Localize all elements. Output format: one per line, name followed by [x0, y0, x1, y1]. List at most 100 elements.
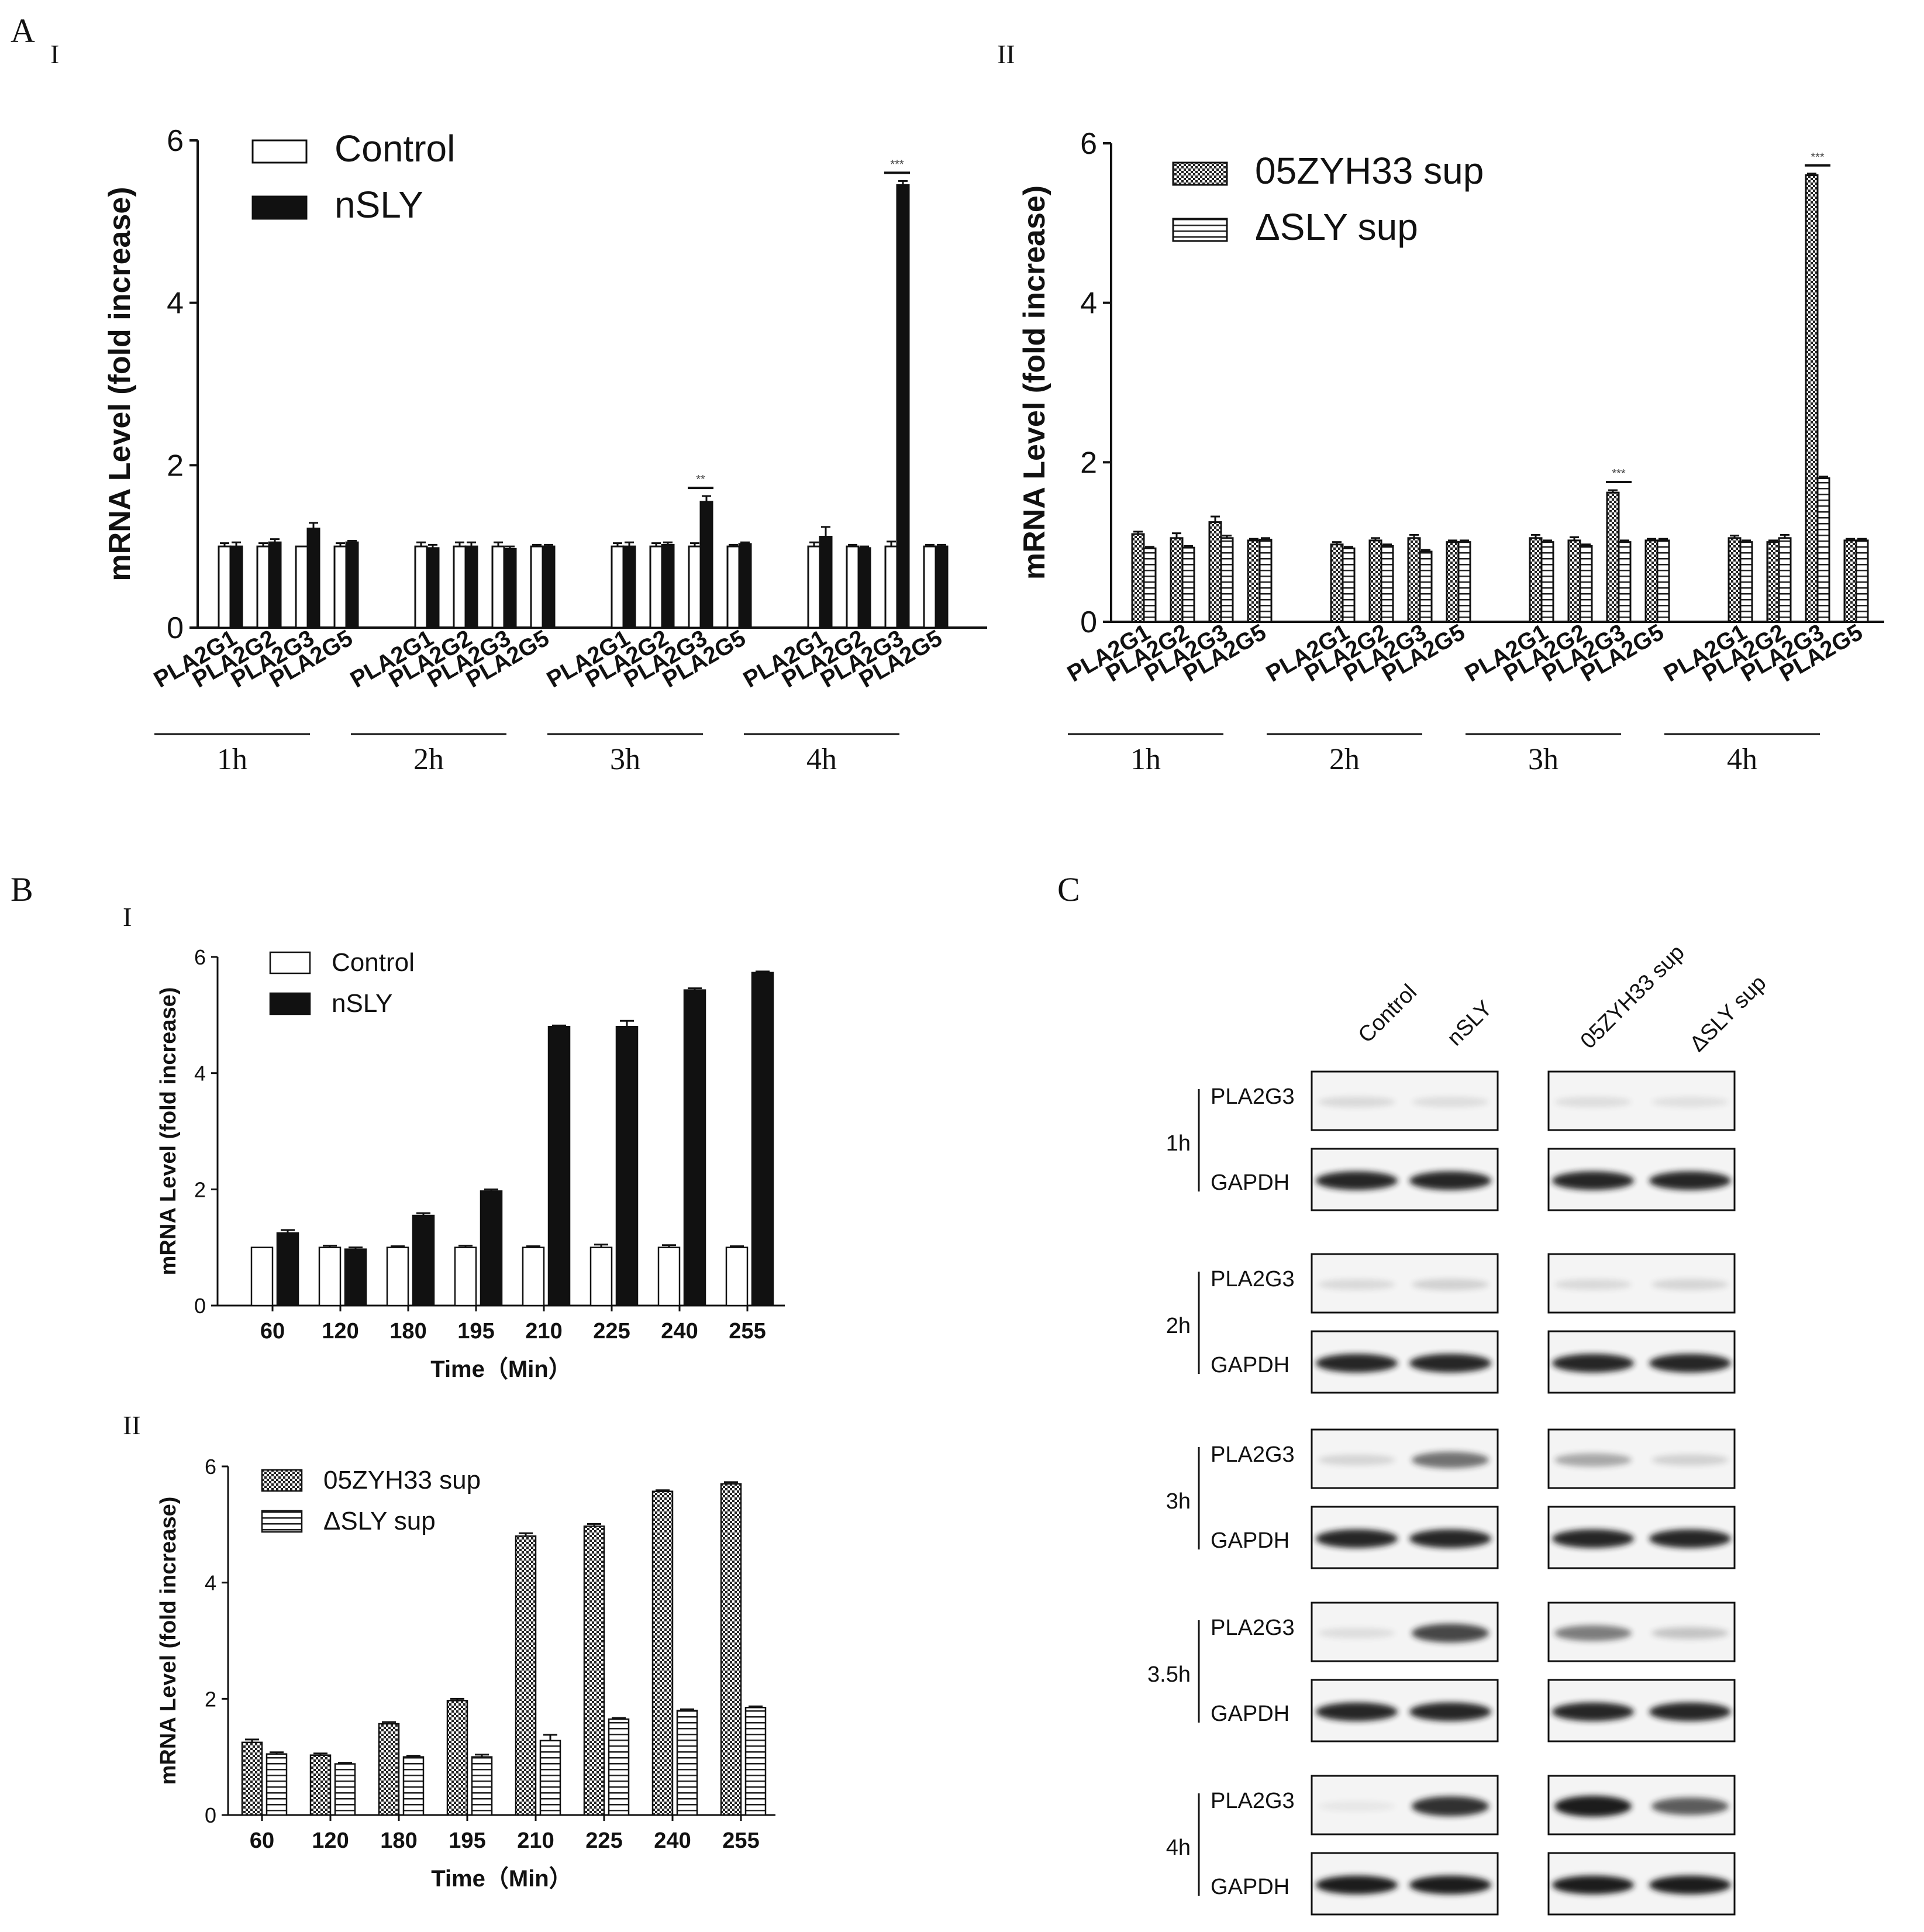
band-loading	[1552, 1529, 1634, 1548]
legend-label: nSLY	[332, 989, 392, 1018]
band-loading	[1316, 1171, 1398, 1190]
loading-label: GAPDH	[1211, 1875, 1289, 1899]
bar-black	[751, 972, 774, 1307]
bar-hstripe	[1579, 545, 1593, 623]
bar-black	[412, 1214, 435, 1307]
bar-hstripe	[1656, 539, 1670, 623]
legend-label: ΔSLY sup	[1255, 206, 1418, 248]
bar-check	[1330, 543, 1344, 623]
bar-hstripe	[1457, 541, 1471, 623]
bar-check	[1446, 541, 1460, 623]
band-loading	[1316, 1354, 1398, 1373]
time-label: 2h	[1166, 1314, 1191, 1338]
band-target	[1318, 1279, 1395, 1290]
x-tick-label: 225	[593, 1319, 630, 1344]
bar-white	[333, 545, 347, 629]
bar-check	[241, 1741, 263, 1816]
bar-check	[583, 1525, 605, 1816]
bar-white	[589, 1246, 613, 1307]
bar-black	[622, 545, 636, 629]
significance-stars: ***	[890, 158, 904, 171]
bar-white	[611, 545, 625, 629]
band-loading	[1649, 1875, 1731, 1895]
bar-check	[1529, 537, 1543, 623]
legend-swatch	[251, 195, 308, 220]
y-tick-label: 2	[194, 1177, 206, 1201]
band-target	[1554, 1453, 1632, 1467]
panel-letter-b: B	[11, 870, 33, 908]
x-tick-label: 120	[322, 1319, 358, 1344]
bar-check	[1131, 533, 1145, 623]
bar-check	[309, 1754, 332, 1816]
band-loading	[1649, 1702, 1731, 1721]
legend-swatch	[1172, 218, 1228, 242]
bar-check	[1247, 539, 1261, 623]
loading-label: GAPDH	[1211, 1702, 1289, 1726]
x-tick-label: 210	[517, 1828, 554, 1853]
x-tick-label: 180	[380, 1828, 417, 1853]
bar-black	[480, 1190, 503, 1307]
bar-black	[819, 536, 833, 629]
chart-b-ii: 0 2 4 6 mRNA Level (fold increase) 60 120 180 19…	[156, 1455, 775, 1892]
bar-black	[699, 501, 713, 629]
bar-white	[726, 545, 740, 629]
x-tick-label: 225	[585, 1828, 622, 1853]
bar-black	[464, 545, 478, 629]
bar-black	[935, 545, 949, 629]
bar-black	[683, 989, 706, 1307]
bar-hstripe	[1778, 537, 1792, 623]
significance-stars: ***	[1612, 467, 1626, 480]
time-label: 1h	[1166, 1131, 1191, 1156]
bar-white	[256, 545, 270, 629]
x-tick-label: 195	[457, 1319, 494, 1344]
bar-hstripe	[1181, 546, 1195, 623]
band-target	[1318, 1801, 1395, 1812]
y-axis-label: mRNA Level (fold increase)	[156, 987, 181, 1276]
band-target	[1412, 1452, 1489, 1468]
band-loading	[1409, 1354, 1491, 1373]
bar-white	[414, 545, 428, 629]
bar-hstripe	[1816, 477, 1830, 623]
y-tick-label: 6	[1080, 127, 1097, 161]
time-label: 3h	[1166, 1489, 1191, 1514]
band-target	[1651, 1279, 1729, 1290]
bar-white	[386, 1246, 409, 1307]
group-label: 4h	[806, 743, 837, 776]
group-label: 1h	[217, 743, 247, 776]
bar-hstripe	[1342, 547, 1356, 623]
bar-black	[661, 543, 675, 629]
legend-swatch	[269, 951, 311, 974]
band-loading	[1316, 1702, 1398, 1721]
bar-check	[1208, 521, 1222, 623]
y-tick-label: 0	[167, 611, 184, 645]
legend-label: Control	[335, 128, 455, 170]
legend-swatch	[1172, 161, 1228, 186]
group-label: 2h	[413, 743, 444, 776]
band-loading	[1409, 1702, 1491, 1721]
lane-header: 05ZYH33 sup	[1576, 940, 1689, 1053]
y-tick-label: 2	[205, 1687, 216, 1711]
y-tick-label: 6	[194, 945, 206, 969]
legend-label: 05ZYH33 sup	[323, 1466, 481, 1494]
band-loading	[1409, 1171, 1491, 1190]
bar-hstripe	[402, 1756, 425, 1816]
panel-letter-a: A	[11, 12, 35, 50]
group-label: 3h	[1528, 743, 1558, 776]
bar-white	[530, 545, 544, 629]
target-label: PLA2G3	[1211, 1442, 1295, 1467]
x-tick-label: 60	[260, 1319, 285, 1344]
band-loading	[1316, 1875, 1398, 1895]
y-tick-label: 0	[205, 1803, 216, 1827]
target-label: PLA2G3	[1211, 1267, 1295, 1292]
band-loading	[1649, 1529, 1731, 1548]
target-label: PLA2G3	[1211, 1616, 1295, 1640]
bar-check	[1843, 539, 1857, 623]
bar-hstripe	[1380, 545, 1394, 623]
bar-check	[1805, 174, 1819, 623]
legend-label: 05ZYH33 sup	[1255, 150, 1484, 192]
band-target	[1651, 1797, 1729, 1815]
x-tick-label: 210	[525, 1319, 562, 1344]
bar-hstripe	[1739, 541, 1753, 623]
